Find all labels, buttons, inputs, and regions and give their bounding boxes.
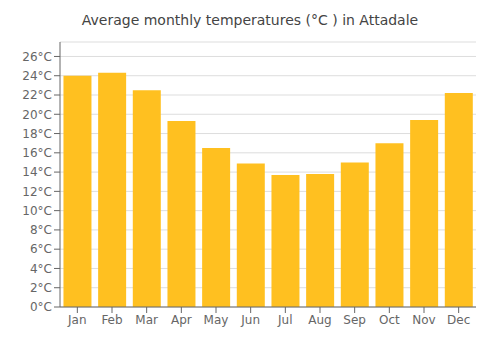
svg-text:Apr: Apr (171, 313, 192, 327)
svg-text:6°C: 6°C (30, 242, 52, 256)
svg-text:2°C: 2°C (30, 281, 52, 295)
svg-text:10°C: 10°C (22, 204, 52, 218)
svg-text:22°C: 22°C (22, 88, 52, 102)
svg-text:12°C: 12°C (22, 185, 52, 199)
html-text:Average monthly temperatures (: Average monthly temperatures (°C ) in At… (81, 12, 419, 28)
svg-text:18°C: 18°C (22, 127, 52, 141)
svg-text:8°C: 8°C (30, 223, 52, 237)
svg-text:Jun: Jun (240, 313, 260, 327)
svg-text:20°C: 20°C (22, 108, 52, 122)
svg-text:Mar: Mar (135, 313, 158, 327)
svg-text:Oct: Oct (379, 313, 400, 327)
svg-text:Feb: Feb (101, 313, 122, 327)
svg-text:14°C: 14°C (22, 165, 52, 179)
svg-text:16°C: 16°C (22, 146, 52, 160)
svg-text:26°C: 26°C (22, 50, 52, 64)
svg-text:4°C: 4°C (30, 262, 52, 276)
svg-text:0°C: 0°C (30, 300, 52, 314)
svg-text:Dec: Dec (447, 313, 470, 327)
svg-text:May: May (204, 313, 229, 327)
svg-text:Jan: Jan (67, 313, 87, 327)
svg-text:Sep: Sep (343, 313, 366, 327)
svg-text:24°C: 24°C (22, 69, 52, 83)
svg-text:Jul: Jul (277, 313, 292, 327)
svg-text:Nov: Nov (412, 313, 435, 327)
svg-text:Aug: Aug (308, 313, 331, 327)
